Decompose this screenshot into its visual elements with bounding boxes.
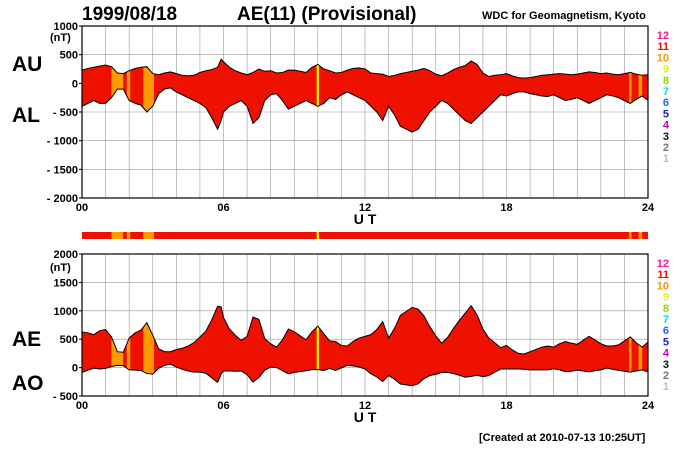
band-interval — [629, 305, 632, 386]
x-tick-label: 18 — [500, 400, 512, 412]
station-level-3: 3 — [663, 131, 669, 143]
band-interval — [126, 305, 131, 386]
y-tick-label: 1000 — [54, 306, 78, 318]
band-interval — [316, 59, 320, 133]
created-timestamp: [Created at 2010-07-13 10:25UT] — [479, 432, 646, 444]
y-tick-label: 1500 — [54, 277, 78, 289]
y-tick-label: 500 — [60, 50, 78, 62]
station-level-2: 2 — [663, 142, 669, 154]
band-interval — [143, 59, 154, 133]
x-tick-label: 00 — [76, 202, 88, 214]
station-level-6: 6 — [663, 325, 669, 337]
y-tick-label: - 1000 — [47, 136, 78, 148]
y-tick-label: - 2000 — [47, 193, 78, 205]
station-level-2: 2 — [663, 370, 669, 382]
station-level-9: 9 — [663, 64, 669, 76]
station-level-1: 1 — [663, 381, 669, 393]
station-level-11: 11 — [657, 269, 669, 281]
station-level-6: 6 — [663, 97, 669, 109]
series-line-ao — [81, 363, 649, 387]
strip-interval — [143, 232, 154, 239]
series-line-al — [81, 87, 649, 133]
station-level-5: 5 — [663, 108, 669, 120]
band-interval — [143, 305, 154, 386]
strip-interval — [111, 232, 124, 239]
strip-interval — [316, 232, 320, 239]
station-level-12: 12 — [657, 30, 669, 42]
x-tick-label: 24 — [642, 400, 655, 412]
station-level-8: 8 — [663, 303, 669, 315]
x-axis-label: U T — [354, 211, 377, 227]
au-label: AU — [12, 53, 43, 76]
x-tick-label: 06 — [217, 400, 229, 412]
x-tick-label: 12 — [359, 202, 371, 214]
station-level-7: 7 — [663, 86, 669, 98]
y-tick-label: 2000 — [54, 249, 78, 261]
ae-label: AE — [12, 328, 42, 351]
station-level-1: 1 — [663, 153, 669, 165]
institution-label: WDC for Geomagnetism, Kyoto — [482, 10, 646, 22]
x-tick-label: 12 — [359, 400, 371, 412]
chart-title: AE(11) (Provisional) — [237, 4, 417, 25]
x-tick-label: 18 — [500, 202, 512, 214]
strip-interval — [126, 232, 131, 239]
station-level-4: 4 — [663, 120, 670, 132]
y-tick-label: 0 — [72, 363, 78, 375]
strip-interval — [130, 232, 144, 239]
station-level-11: 11 — [657, 41, 669, 53]
y-tick-label: - 500 — [53, 107, 78, 119]
x-axis-label: U T — [354, 409, 377, 425]
station-level-7: 7 — [663, 314, 669, 326]
band-interval — [130, 305, 144, 386]
station-count-strip — [82, 232, 648, 239]
y-tick-label: 1000 — [54, 21, 78, 33]
band-interval — [316, 305, 320, 386]
strip-interval — [123, 232, 127, 239]
x-tick-label: 00 — [76, 400, 88, 412]
grid-upper — [82, 26, 648, 198]
grid-lower — [82, 254, 648, 396]
station-level-8: 8 — [663, 75, 669, 87]
station-level-10: 10 — [657, 280, 669, 292]
band-interval — [629, 59, 632, 133]
date-label: 1999/08/18 — [82, 4, 178, 25]
ao-label: AO — [12, 372, 44, 395]
series-line-au — [81, 58, 649, 79]
strip-interval — [629, 232, 632, 239]
y-tick-label: 500 — [60, 334, 78, 346]
station-level-5: 5 — [663, 336, 669, 348]
upper-unit-label: (nT) — [50, 32, 71, 44]
x-tick-label: 24 — [642, 202, 655, 214]
station-level-12: 12 — [657, 258, 669, 270]
band-interval — [123, 305, 127, 386]
series-line-ae — [81, 304, 649, 355]
station-level-9: 9 — [663, 292, 669, 304]
station-level-3: 3 — [663, 359, 669, 371]
strip-default — [82, 232, 648, 239]
x-tick-label: 06 — [217, 202, 229, 214]
al-label: AL — [12, 104, 40, 127]
y-tick-label: - 1500 — [47, 164, 78, 176]
y-tick-label: - 500 — [53, 391, 78, 403]
plot-frame-lower — [81, 253, 649, 397]
lower-unit-label: (nT) — [50, 262, 71, 274]
band-interval — [126, 59, 131, 133]
station-level-10: 10 — [657, 52, 669, 64]
band-interval — [638, 59, 643, 133]
y-tick-label: 0 — [72, 78, 78, 90]
station-level-4: 4 — [663, 348, 670, 360]
strip-interval — [638, 232, 643, 239]
band-interval — [111, 305, 124, 386]
band-interval — [638, 305, 643, 386]
